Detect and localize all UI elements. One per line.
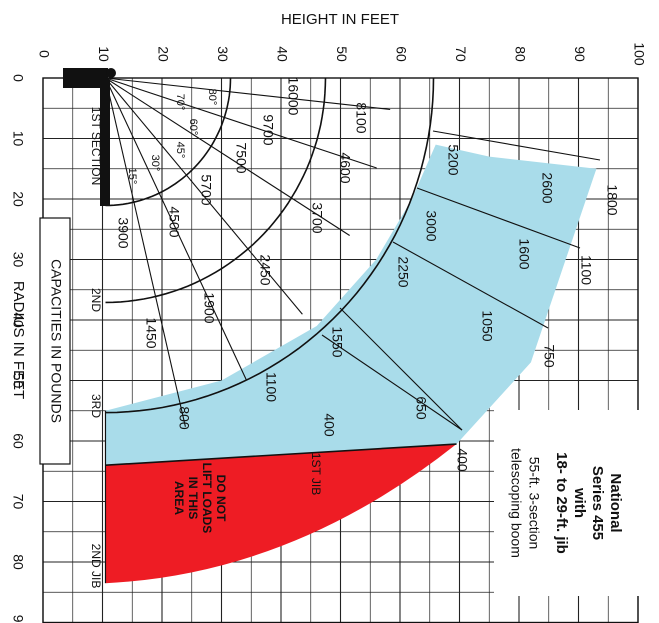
- capacity-label: 2250: [395, 256, 411, 287]
- capacity-label: 1450: [143, 317, 159, 348]
- angle-label: 80°: [206, 89, 218, 106]
- angle-ray: [105, 77, 350, 236]
- warning-label: DO NOT: [214, 475, 228, 522]
- section-2-label: 2ND: [89, 288, 103, 312]
- title-line: telescoping boom: [508, 448, 524, 558]
- x-tick-label: 60: [393, 46, 409, 62]
- capacities-box: [39, 217, 71, 465]
- warning-label: IN THIS: [186, 477, 200, 520]
- x-tick-label: 10: [96, 46, 112, 62]
- danger-region: [105, 444, 457, 584]
- boom-mast-icon: [100, 80, 110, 206]
- jib-ray: [392, 241, 549, 329]
- x-tick-label: 70: [453, 46, 469, 62]
- y-tick-label: 70: [10, 494, 26, 510]
- title-line: 55-ft. 3-section: [526, 457, 542, 550]
- capacity-label: 16000: [285, 77, 301, 116]
- capacities-label: CAPACITIES IN POUNDS: [48, 259, 64, 423]
- x-tick-label: 50: [334, 46, 350, 62]
- title-box: [494, 410, 644, 596]
- y-axis-title: RADIUS IN FEET: [10, 281, 27, 399]
- x-tick-label: 90: [572, 46, 588, 62]
- section-1-label: 1ST SECTION: [89, 107, 103, 185]
- section-1-arc: [105, 77, 232, 207]
- y-tick-label: 20: [10, 191, 26, 207]
- capacity-label: 2450: [257, 254, 273, 285]
- capacity-label: 3900: [115, 217, 131, 248]
- title-line: National: [607, 473, 624, 532]
- jib-ray: [339, 307, 463, 431]
- section-3-label: 3RD: [89, 394, 103, 418]
- capacity-label: 650: [413, 396, 429, 420]
- capacity-label: 1600: [516, 238, 532, 269]
- capacity-label: 1100: [263, 372, 279, 402]
- angle-ray: [105, 77, 377, 169]
- angle-ray: [105, 77, 391, 111]
- jib-line: [105, 443, 457, 466]
- section-3-arc: [105, 77, 435, 414]
- angle-ray: [104, 77, 247, 380]
- x-tick-label: 0: [36, 50, 52, 58]
- angle-label: 70°: [174, 94, 186, 111]
- chart-labels: 0 10 20 30 40 50 60 70 80 90 100 0 10 20 30 40 50 60 70 80 9…: [10, 11, 647, 623]
- capacity-label: 1100: [578, 255, 594, 285]
- capacity-label: 750: [541, 344, 557, 368]
- angle-label: 15°: [126, 168, 138, 185]
- capacity-label: 2600: [539, 172, 555, 203]
- y-tick-label: 0: [10, 74, 26, 82]
- x-axis-title: HEIGHT IN FEET: [281, 11, 399, 28]
- angle-label: 45°: [174, 142, 186, 159]
- boom-base-icon: [63, 68, 108, 88]
- jib-ray: [321, 334, 463, 431]
- x-tick-label: 30: [215, 46, 231, 62]
- capacity-label: 5700: [198, 174, 214, 205]
- title-line: with: [571, 487, 588, 518]
- x-tick-label: 100: [631, 42, 647, 66]
- capacity-label: 9700: [260, 114, 276, 145]
- capacity-label: 8100: [353, 102, 369, 133]
- capacity-label: 1900: [201, 292, 217, 323]
- y-tick-label: 90: [10, 615, 26, 623]
- capacity-label: 4600: [337, 152, 353, 183]
- capacity-label: 7500: [233, 142, 249, 173]
- y-tick-label: 50: [10, 373, 26, 389]
- capacity-label: 5200: [445, 144, 461, 175]
- capacity-label: 4500: [166, 206, 182, 237]
- jib-ray: [416, 187, 581, 249]
- jib-ray: [432, 130, 601, 161]
- capacity-label: 800: [176, 406, 192, 430]
- angle-ray: [105, 77, 303, 315]
- capacity-label: 400: [321, 413, 337, 437]
- x-tick-label: 20: [155, 46, 171, 62]
- boom-pivot-icon: [106, 68, 116, 78]
- capacity-label: 1050: [479, 310, 495, 341]
- shaded-band: [105, 144, 597, 444]
- angle-label: 30°: [149, 155, 161, 172]
- y-tick-label: 60: [10, 433, 26, 449]
- warning-label: LIFT LOADS: [200, 463, 214, 534]
- chart-regions: [105, 144, 597, 584]
- x-tick-label: 80: [512, 46, 528, 62]
- y-tick-label: 40: [10, 312, 26, 328]
- chart-lines: [63, 68, 601, 584]
- capacity-label: 3000: [423, 210, 439, 241]
- y-tick-label: 80: [10, 554, 26, 570]
- capacity-label: 1800: [604, 184, 620, 215]
- title-line: 18- to 29-ft. jib: [553, 452, 570, 554]
- jib-1-label: 1ST JIB: [309, 453, 323, 495]
- capacity-label: 400: [454, 448, 470, 472]
- capacity-label: 1550: [329, 326, 345, 357]
- capacity-label: 3700: [309, 202, 325, 233]
- section-2-arc: [105, 77, 327, 304]
- y-tick-label: 10: [10, 131, 26, 147]
- angle-label: 60°: [187, 119, 199, 136]
- jib-2-label: 2ND JIB: [89, 544, 103, 589]
- angle-ray: [104, 77, 186, 427]
- x-tick-label: 40: [274, 46, 290, 62]
- warning-label: AREA: [172, 481, 186, 515]
- y-tick-label: 30: [10, 252, 26, 268]
- title-line: Series 455: [589, 466, 606, 540]
